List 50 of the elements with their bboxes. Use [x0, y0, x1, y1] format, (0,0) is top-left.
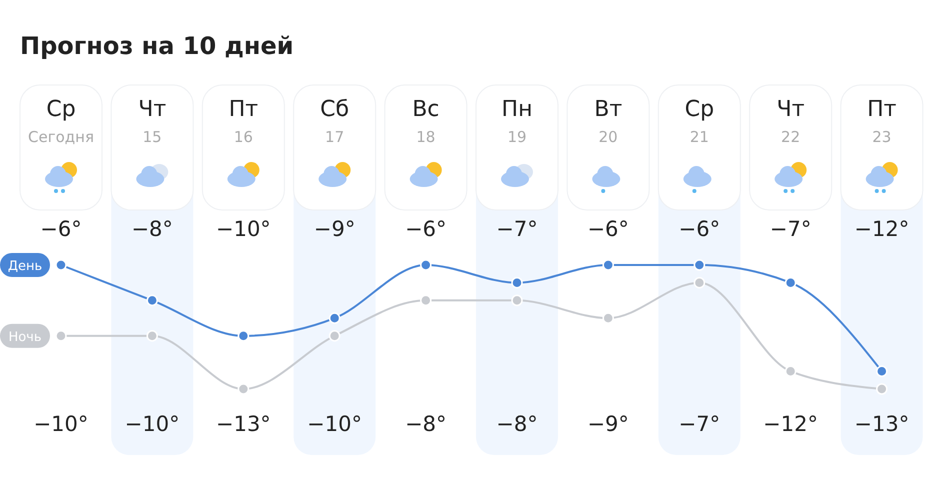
- x-tick-label: Пн 19: [502, 97, 532, 146]
- data-label: −13°: [216, 412, 271, 436]
- point: [876, 383, 888, 395]
- data-label: −10°: [34, 412, 88, 436]
- data-label: −12°: [763, 412, 818, 436]
- point: [420, 294, 432, 306]
- x-tick-label: Чт 15: [138, 97, 166, 146]
- x-tick-label: Пт 16: [228, 97, 258, 146]
- point: [238, 330, 250, 342]
- point: [328, 330, 340, 342]
- point: [694, 276, 706, 288]
- point: [511, 294, 523, 306]
- x-tick-label: Вс 18: [412, 97, 440, 146]
- point: [55, 330, 67, 342]
- data-label: −8°: [405, 412, 447, 436]
- x-tick-label: Вт 20: [594, 97, 622, 146]
- data-label: −8°: [131, 217, 173, 241]
- data-label: −7°: [678, 412, 720, 436]
- chart-title: Прогноз на 10 дней: [20, 32, 294, 60]
- data-label: −6°: [587, 217, 629, 241]
- data-label: −7°: [496, 217, 538, 241]
- data-label: −6°: [678, 217, 720, 241]
- data-label: −10°: [216, 217, 271, 241]
- data-label: −12°: [854, 217, 910, 241]
- data-label: −8°: [496, 412, 538, 436]
- point: [602, 259, 614, 271]
- x-tick-label: Ср 21: [684, 97, 714, 146]
- point: [55, 259, 67, 271]
- data-label: −13°: [854, 412, 910, 436]
- x-tick-label: Чт 22: [776, 97, 805, 146]
- data-label: −6°: [40, 217, 82, 241]
- data-label: −9°: [587, 412, 629, 436]
- x-tick-label: Пт 23: [867, 97, 897, 146]
- point: [146, 294, 158, 306]
- data-label: −7°: [770, 217, 812, 241]
- point: [876, 366, 888, 378]
- point: [694, 259, 706, 271]
- data-label: −6°: [405, 217, 447, 241]
- x-tick-label: Ср Сегодня: [28, 97, 94, 146]
- data-label: −10°: [124, 412, 180, 436]
- data-label: −9°: [314, 217, 356, 241]
- data-label: −10°: [307, 412, 362, 436]
- point: [238, 383, 250, 395]
- point: [602, 312, 614, 324]
- point: [420, 259, 432, 271]
- point: [328, 312, 340, 324]
- point: [146, 330, 158, 342]
- x-tick-label: Сб 17: [320, 97, 350, 146]
- series-label: День: [8, 259, 42, 274]
- point: [511, 276, 523, 288]
